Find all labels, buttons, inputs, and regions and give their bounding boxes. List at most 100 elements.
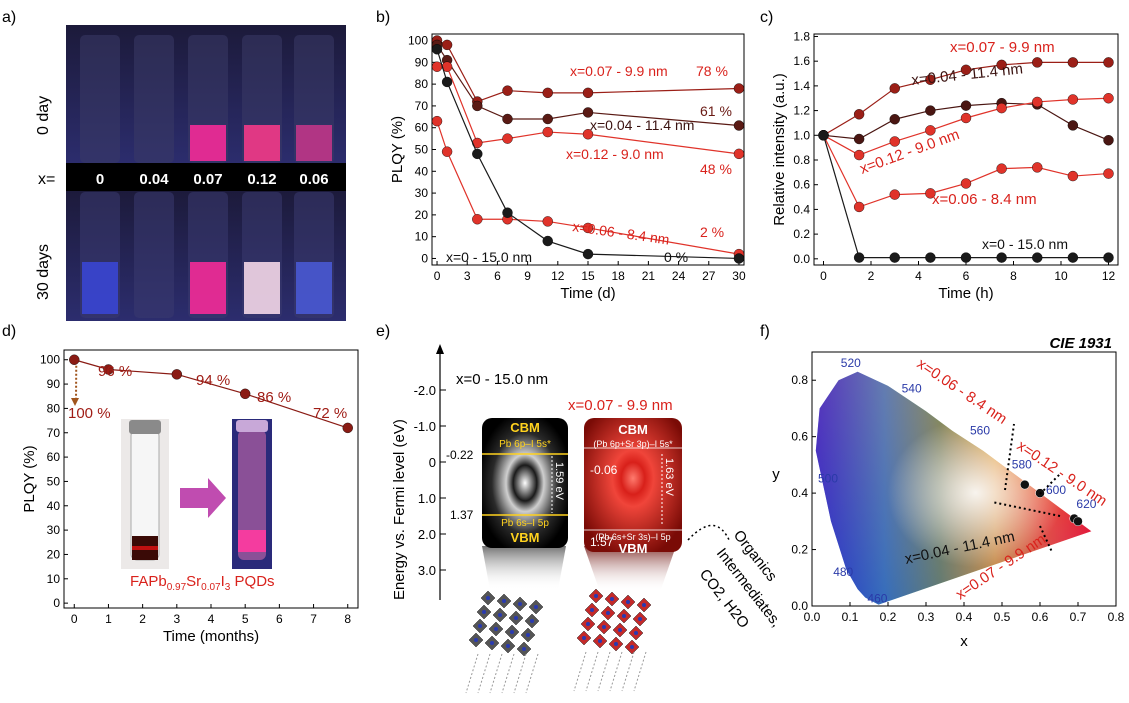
y-tick-label: 100	[40, 353, 60, 367]
atom	[510, 630, 514, 634]
vial-x-value: 0	[96, 171, 104, 188]
data-point	[441, 76, 453, 88]
x-tick-label: 0.2	[880, 610, 897, 624]
x-tick-label: 4	[915, 269, 922, 283]
wavelength-label: 460	[867, 592, 887, 606]
atom	[506, 644, 510, 648]
data-point	[431, 115, 443, 127]
vial-bottom-glow	[190, 262, 226, 314]
atom	[638, 617, 642, 621]
energy-axis: -2.0 -1.0 0 1.0 2.0 3.0	[414, 344, 446, 600]
vial-bottom	[134, 192, 174, 318]
data-point	[853, 149, 865, 161]
data-point	[853, 201, 865, 213]
annotation: 61 %	[700, 103, 732, 119]
data-point	[889, 136, 900, 147]
right-band-box: CBM (Pb 6p+Sr 3p)–I 5s* (Pb 6s+Sr 3s)–I …	[584, 418, 682, 592]
data-point	[733, 148, 745, 160]
atom	[518, 602, 522, 606]
data-point	[733, 83, 745, 94]
x-tick-label: 8	[344, 612, 351, 626]
arrow-icon	[1004, 423, 1015, 491]
y-tick-label: 50	[415, 143, 429, 157]
data-point	[889, 252, 900, 263]
annotation: x=0.06 - 8.4 nm	[932, 191, 1037, 208]
y-tick-label: 1.4	[793, 79, 810, 93]
x-tick-label: 12	[551, 269, 565, 283]
x-tick-label: 30	[732, 269, 746, 283]
annotation: x=0 - 15.0 nm	[982, 236, 1068, 252]
y-tick-label: 50	[47, 474, 61, 488]
data-point	[925, 252, 936, 263]
left-vbm-value: 1.37	[450, 508, 474, 522]
data-point	[103, 364, 114, 375]
x-tick-label: 0	[434, 269, 441, 283]
atom	[598, 639, 602, 643]
annotation: 72 %	[313, 405, 347, 422]
perovskite-lattices	[465, 588, 652, 694]
x-tick-label: 0.8	[1108, 610, 1125, 624]
annotation: x=0.04 - 11.4 nm	[911, 60, 1024, 89]
x-tick-label: 4	[208, 612, 215, 626]
left-structure-title: x=0 - 15.0 nm	[456, 371, 548, 388]
atom	[630, 645, 634, 649]
x-axis-title: Time (d)	[560, 285, 615, 302]
right-vbm-label: VBM	[619, 541, 648, 556]
x-tick-label: 18	[612, 269, 626, 283]
right-structure-title: x=0.07 - 9.9 nm	[568, 397, 673, 414]
x-tick-label: 24	[672, 269, 686, 283]
data-point	[502, 85, 513, 96]
left-cbm-label: CBM	[510, 420, 540, 435]
y-axis-title: PLQY (%)	[389, 116, 406, 183]
x-tick-label: 0.5	[994, 610, 1011, 624]
annotation: 78 %	[696, 63, 728, 79]
ligand	[621, 651, 635, 692]
x-tick-label: 0.3	[918, 610, 935, 624]
x-tick-label: 2	[868, 269, 875, 283]
row-label-0-day: 0 day	[35, 96, 52, 135]
y-tick-label: 0.2	[791, 543, 808, 557]
y-tick-label: 90	[47, 377, 61, 391]
x-equals-label: x=	[38, 171, 55, 188]
y-tick-label: 60	[47, 450, 61, 464]
y-tick-label: 40	[47, 499, 61, 513]
x-tick-label: 9	[524, 269, 531, 283]
data-point	[925, 125, 936, 136]
wavelength-label: 620	[1076, 497, 1096, 511]
vial-top-glow	[296, 125, 332, 161]
y-tick-label: 0.8	[791, 373, 808, 387]
wavelength-label: 580	[1012, 458, 1032, 472]
data-point	[1103, 252, 1114, 263]
y-axis-title: Relative intensity (a.u.)	[771, 73, 788, 226]
data-point	[853, 109, 865, 120]
ligand	[477, 653, 491, 694]
x-axis-title: Time (h)	[938, 285, 993, 302]
annotation: 48 %	[700, 161, 732, 177]
vial-x-value: 0.04	[139, 171, 169, 188]
ligand	[633, 651, 647, 692]
ligand	[585, 651, 599, 692]
vial-top-glow	[244, 125, 280, 161]
y-tick-label: 0.4	[793, 202, 810, 216]
data-point	[733, 120, 745, 131]
ligand	[597, 651, 611, 692]
annotation: 96 %	[98, 363, 132, 380]
atom	[494, 627, 498, 631]
x-tick-label: 0	[820, 269, 827, 283]
data-point	[1103, 135, 1114, 146]
chart-b: 0 3 6 9 12 15 18 21 24 27 30 0 10 20 30 40 50 60 70 80 90 100…	[389, 33, 746, 302]
y-tick-label: 10	[415, 230, 429, 244]
ligand	[465, 653, 479, 694]
ligand	[513, 653, 527, 694]
atom	[522, 647, 526, 651]
x-tick-label: 8	[1010, 269, 1017, 283]
data-point	[960, 252, 972, 263]
annotation: x=0.07 - 9.9 nm	[570, 63, 668, 79]
data-point	[1067, 120, 1079, 131]
atom	[486, 596, 490, 600]
annotation: x=0.06 - 8.4 nm	[572, 218, 671, 247]
energy-tick-label: -2.0	[414, 383, 436, 398]
y-tick-label: 40	[415, 164, 429, 178]
x-tick-label: 0.6	[1032, 610, 1049, 624]
release-arrow	[687, 524, 731, 543]
